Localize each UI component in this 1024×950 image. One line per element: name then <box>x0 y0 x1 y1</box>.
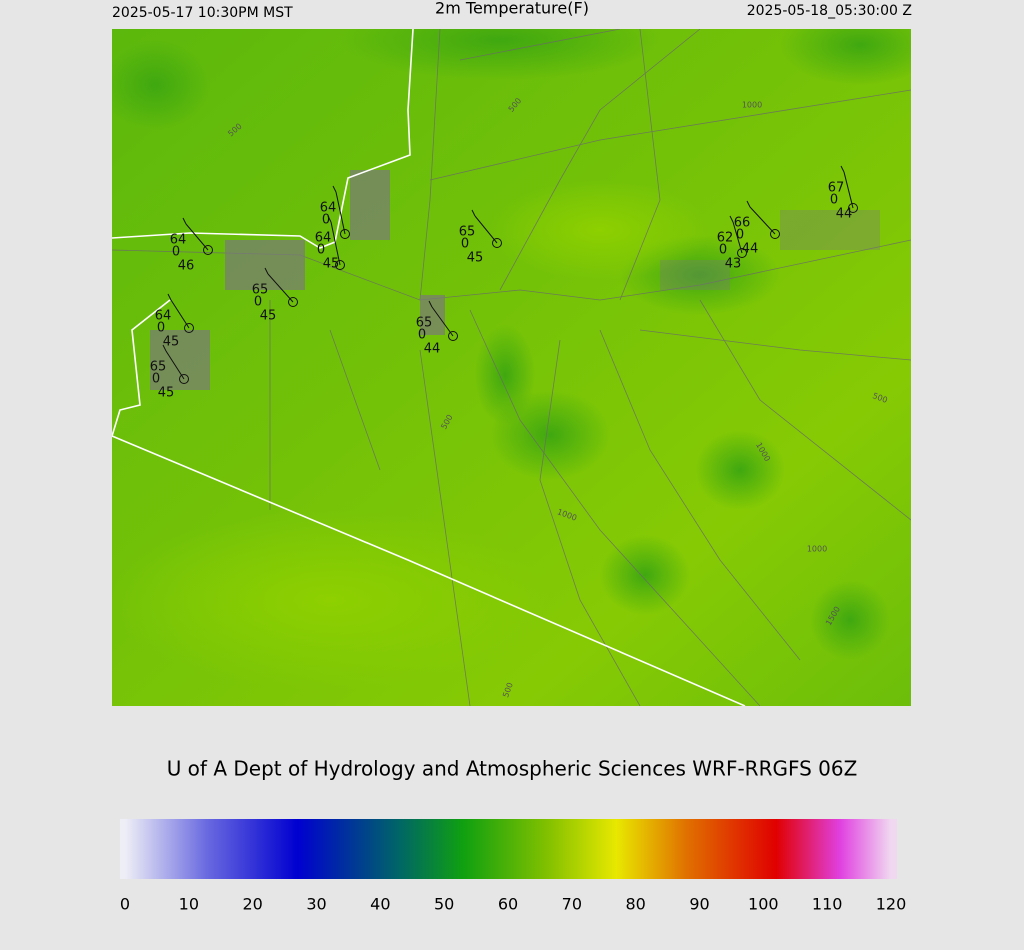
station-code: 0 <box>172 245 180 260</box>
wind-barb <box>330 221 341 266</box>
contour-label: 1000 <box>807 545 827 554</box>
colorbar-tick-label: 40 <box>370 895 390 914</box>
wind-barb <box>335 191 346 235</box>
wind-barb <box>170 299 190 329</box>
temperature: 65 <box>416 316 433 331</box>
station-circle <box>340 229 350 239</box>
station-code: 0 <box>736 228 744 243</box>
temperature: 66 <box>734 216 751 231</box>
colorbar-bar <box>120 819 897 879</box>
station-circle <box>203 245 213 255</box>
dew-point: 44 <box>836 207 853 222</box>
dew-point: 44 <box>742 242 759 257</box>
station-code: 0 <box>322 213 330 228</box>
barb-feather <box>428 300 433 308</box>
barb-feather <box>729 215 734 223</box>
station-code: 0 <box>418 328 426 343</box>
temperature: 65 <box>150 360 167 375</box>
station-code: 0 <box>152 372 160 387</box>
contour-label: 1000 <box>742 101 762 110</box>
temperature: 67 <box>828 181 845 196</box>
colorbar-tick-label: 80 <box>625 895 645 914</box>
barb-feather <box>182 217 187 225</box>
colorbar: 0 10 20 30 40 50 60 70 80 90 100 110 120 <box>120 819 906 914</box>
temperature: 62 <box>717 231 734 246</box>
colorbar-tick-label: 60 <box>498 895 518 914</box>
barb-feather <box>327 215 332 223</box>
barb-feather <box>162 344 167 352</box>
station-circle <box>179 374 189 384</box>
temperature: 65 <box>459 225 476 240</box>
colorbar-tick-label: 100 <box>748 895 779 914</box>
station-circle <box>288 297 298 307</box>
dew-point: 45 <box>163 335 180 350</box>
dew-point: 45 <box>323 257 340 272</box>
credit-line: U of A Dept of Hydrology and Atmospheric… <box>167 757 858 781</box>
station-circle <box>770 229 780 239</box>
station-code: 0 <box>254 295 262 310</box>
station-circle <box>184 323 194 333</box>
wind-barb <box>474 215 498 244</box>
colorbar-tick-label: 0 <box>120 895 130 914</box>
valid-utc: 2025-05-18_05:30:00 Z <box>747 3 912 19</box>
dew-point: 45 <box>158 386 175 401</box>
wind-barb <box>732 221 743 254</box>
colorbar-tick-label: 20 <box>242 895 262 914</box>
colorbar-tick-label: 90 <box>689 895 709 914</box>
barb-feather <box>332 185 337 193</box>
station-circle <box>492 238 502 248</box>
colorbar-tick-label: 70 <box>562 895 582 914</box>
dew-point: 45 <box>467 251 484 266</box>
dew-point: 43 <box>725 257 742 272</box>
temperature: 64 <box>315 231 332 246</box>
temperature: 65 <box>252 283 269 298</box>
station-code: 0 <box>719 243 727 258</box>
station-plots: 6404664064045650456404565045650456504467… <box>150 165 858 401</box>
colorbar-tick-label: 50 <box>434 895 454 914</box>
station-circle <box>335 260 345 270</box>
wind-barb <box>165 350 185 380</box>
barb-feather <box>167 293 172 301</box>
barb-feather <box>471 209 476 217</box>
wind-barb <box>185 223 209 251</box>
station-code: 0 <box>317 243 325 258</box>
barb-feather <box>264 267 269 275</box>
map <box>112 29 911 706</box>
station-circle <box>737 248 747 258</box>
barb-feather <box>746 200 751 208</box>
station-circle <box>448 331 458 341</box>
temperature: 64 <box>170 233 187 248</box>
colorbar-tick-label: 110 <box>812 895 843 914</box>
dew-point: 44 <box>424 342 441 357</box>
temperature: 64 <box>320 201 337 216</box>
station-circle <box>848 203 858 213</box>
station-code: 0 <box>157 321 165 336</box>
colorbar-tick-label: 10 <box>179 895 199 914</box>
dew-point: 45 <box>260 309 277 324</box>
station-code: 0 <box>461 237 469 252</box>
valid-local: 2025-05-17 10:30PM MST <box>112 5 293 21</box>
colorbar-tick-label: 120 <box>876 895 907 914</box>
dew-point: 46 <box>178 259 195 274</box>
temperature: 64 <box>155 309 172 324</box>
wind-barb <box>749 206 776 235</box>
wind-barb <box>843 171 854 209</box>
colorbar-tick-label: 30 <box>306 895 326 914</box>
barb-feather <box>840 165 845 173</box>
station-code: 0 <box>830 193 838 208</box>
wind-barb <box>267 273 294 303</box>
map-title: 2m Temperature(F) <box>435 0 589 18</box>
wind-barb <box>431 306 454 337</box>
